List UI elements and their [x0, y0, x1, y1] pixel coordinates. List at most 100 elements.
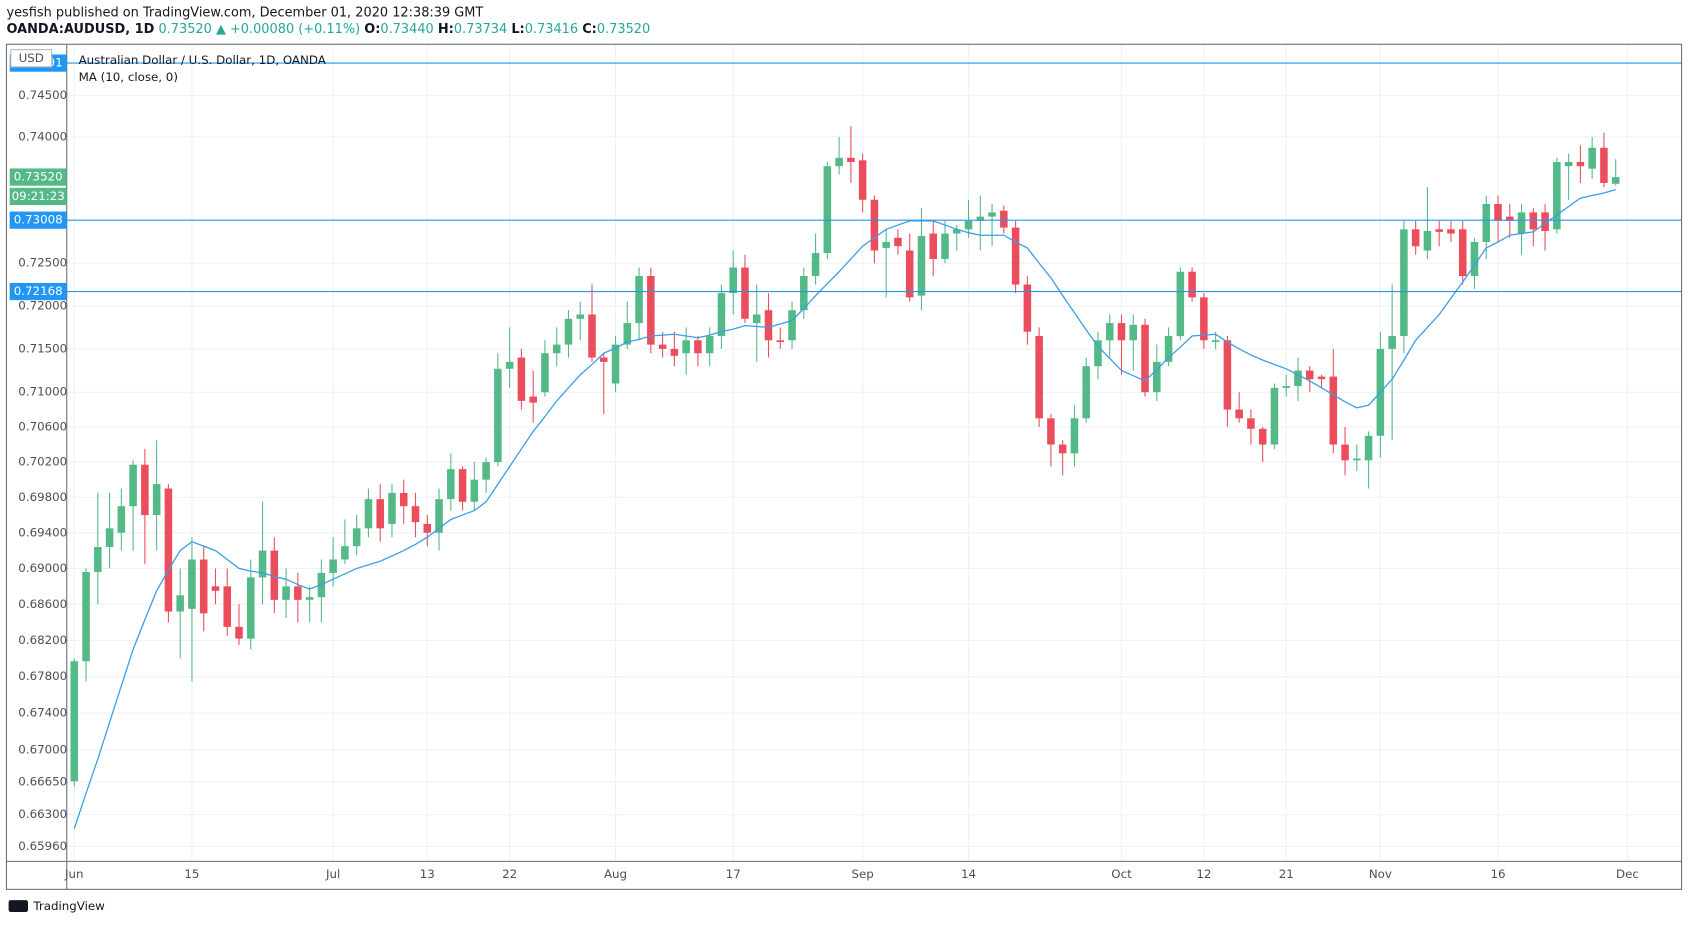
candle-body: [1094, 340, 1102, 367]
ohlc-label: C:: [582, 22, 597, 37]
candle-body: [541, 353, 549, 393]
candle-body: [529, 396, 537, 403]
candle-body: [364, 499, 373, 529]
candle-body: [1047, 418, 1055, 445]
candle-body: [399, 492, 408, 507]
candle-body: [1364, 435, 1373, 461]
x-tick-label: 13: [420, 867, 435, 881]
currency: USD: [19, 51, 44, 65]
candle-body: [1435, 229, 1443, 232]
candle-body: [1035, 335, 1043, 419]
candle-body: [564, 318, 573, 345]
y-tick-label: 0.69400: [18, 525, 67, 539]
y-tick-label: 0.67400: [18, 706, 67, 720]
y-tick-label: 0.67000: [18, 742, 67, 756]
x-tick-label: Nov: [1369, 867, 1392, 881]
x-tick-label: Sep: [851, 867, 873, 881]
y-tick-label: 0.70600: [18, 420, 67, 434]
candle-body: [1400, 229, 1408, 336]
candle-body: [1458, 229, 1467, 277]
candle-body: [1611, 177, 1620, 184]
candle-body: [1117, 323, 1126, 341]
candle-body: [388, 492, 396, 524]
candle-body: [1470, 242, 1479, 277]
candle-body: [588, 314, 596, 358]
candle-body: [470, 479, 479, 502]
y-tick-label: 0.69000: [18, 561, 67, 575]
candle-body: [1447, 229, 1455, 234]
candle-body: [105, 528, 114, 548]
candle-body: [929, 233, 938, 259]
candle-body: [1164, 335, 1173, 362]
candle-body: [1411, 229, 1420, 247]
candle-body: [1235, 409, 1243, 419]
last-price-bg: [9, 168, 67, 186]
chart-title: Australian Dollar / U.S. Dollar, 1D, OAN…: [79, 53, 326, 67]
candle-body: [788, 310, 796, 341]
y-tick-label: 0.65960: [18, 839, 67, 853]
candle-body: [1506, 216, 1514, 221]
candle-body: [352, 528, 361, 547]
y-tick-label: 0.67800: [18, 669, 67, 683]
symbol: OANDA:AUDUSD, 1D: [6, 22, 154, 37]
candle-body: [1588, 147, 1596, 169]
candle-body: [1341, 444, 1349, 461]
candle-body: [1282, 386, 1290, 388]
candle-body: [905, 250, 914, 298]
y-tick-label: 0.66650: [18, 775, 67, 789]
candle-body: [176, 595, 184, 612]
logo: [8, 900, 28, 912]
candle-body: [964, 220, 973, 230]
x-tick-label: 16: [1490, 867, 1505, 881]
y-tick-label: 0.74000: [18, 129, 67, 143]
candle-body: [682, 340, 690, 354]
candle-body: [152, 484, 161, 516]
x-tick-label: Aug: [604, 867, 627, 881]
candle-body: [82, 572, 90, 662]
candle-body: [882, 242, 890, 248]
price-label: 0.73008: [14, 213, 63, 227]
candle-body: [270, 550, 279, 600]
candle-body: [1070, 418, 1079, 454]
currency-box: [10, 49, 53, 68]
y-tick-label: 0.72000: [18, 298, 67, 312]
candle-body: [847, 157, 855, 162]
candle-body: [988, 212, 996, 217]
candle-body: [1141, 324, 1149, 393]
candle-body: [235, 626, 243, 639]
candle-body: [976, 216, 985, 221]
x-tick-label: 22: [502, 867, 517, 881]
plot: [66, 62, 1682, 829]
candle-body: [952, 229, 961, 234]
x-tick-label: Oct: [1111, 867, 1132, 881]
candle-body: [294, 586, 302, 600]
y-tick-label: 0.68600: [18, 597, 67, 611]
y-tick-label: 0.66300: [18, 807, 67, 821]
x-tick-label: 17: [726, 867, 741, 881]
x-tick-label: Jun: [64, 867, 83, 881]
candle-body: [941, 233, 949, 259]
candle-body: [1529, 212, 1538, 230]
candle-body: [435, 499, 443, 533]
ohlc-label: H:: [438, 22, 454, 37]
candle-body: [1223, 340, 1232, 410]
candle-body: [611, 344, 620, 384]
x-tick-label: 15: [184, 867, 199, 881]
candle-body: [376, 499, 384, 529]
candle-body: [117, 506, 126, 533]
candle-body: [305, 597, 314, 600]
y-tick-label: 0.71000: [18, 385, 67, 399]
price-label: 0.72168: [14, 284, 63, 298]
publisher: yesfish published on TradingView.com, De…: [6, 6, 483, 21]
footer: TradingView: [8, 899, 105, 913]
candle-body: [1423, 230, 1432, 251]
candle-body: [823, 166, 832, 254]
candle-body: [447, 469, 455, 500]
candle-body: [282, 586, 290, 600]
candle-body: [1305, 370, 1314, 380]
candle-body: [752, 314, 761, 324]
last-price-label: 0.73520: [14, 170, 63, 184]
candle-body: [1553, 161, 1561, 230]
countdown-bg: [9, 187, 67, 206]
